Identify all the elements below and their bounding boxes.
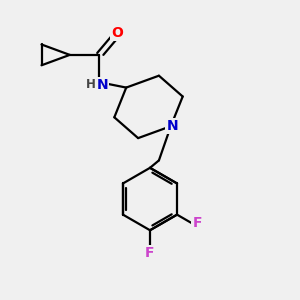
- Text: F: F: [145, 246, 155, 260]
- Text: O: O: [111, 26, 123, 40]
- Text: N: N: [167, 119, 178, 133]
- Text: F: F: [193, 216, 202, 230]
- Text: N: N: [97, 78, 108, 92]
- Text: H: H: [86, 78, 96, 91]
